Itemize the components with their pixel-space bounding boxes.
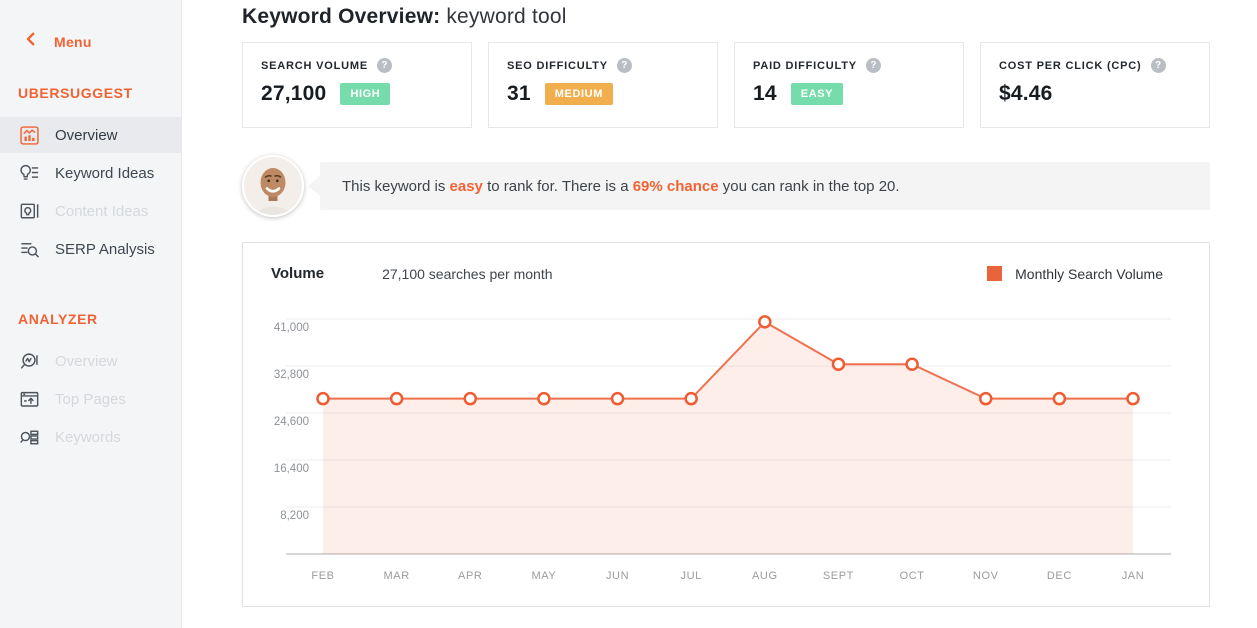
stat-cards: SEARCH VOLUME ? 27,100 HIGH SEO DIFFICUL… bbox=[242, 42, 1210, 128]
sidebar-item-label: SERP Analysis bbox=[55, 240, 155, 258]
card-search-volume: SEARCH VOLUME ? 27,100 HIGH bbox=[242, 42, 472, 128]
sidebar-item-serp-analysis[interactable]: SERP Analysis bbox=[0, 231, 181, 267]
advice-highlight-chance: 69% chance bbox=[632, 177, 719, 195]
svg-text:JUL: JUL bbox=[680, 570, 701, 582]
page-title-keyword: keyword tool bbox=[446, 5, 567, 28]
svg-text:APR: APR bbox=[458, 570, 482, 582]
overview-chart-icon bbox=[18, 124, 41, 147]
svg-text:32,800: 32,800 bbox=[274, 369, 309, 381]
advice-text: This keyword is easy to rank for. There … bbox=[342, 177, 900, 195]
sidebar-item-keyword-ideas[interactable]: Keyword Ideas bbox=[0, 155, 181, 191]
sidebar-item-label: Content Ideas bbox=[55, 202, 149, 220]
card-cost-per-click: COST PER CLICK (CPC) ? $4.46 bbox=[980, 42, 1210, 128]
sidebar: Menu UBERSUGGEST Overview Keyword Ide bbox=[0, 0, 182, 628]
svg-text:FEB: FEB bbox=[311, 570, 334, 582]
help-icon[interactable]: ? bbox=[865, 58, 881, 73]
page-title: Keyword Overview: keyword tool bbox=[242, 5, 1210, 29]
sidebar-item-top-pages: Top Pages bbox=[0, 381, 181, 417]
card-label: PAID DIFFICULTY bbox=[753, 59, 857, 72]
card-label: SEO DIFFICULTY bbox=[507, 59, 608, 72]
svg-text:NOV: NOV bbox=[973, 570, 999, 582]
advice-highlight-easy: easy bbox=[449, 177, 483, 195]
card-label: SEARCH VOLUME bbox=[261, 59, 368, 72]
legend-swatch bbox=[987, 266, 1003, 281]
keywords-icon bbox=[18, 426, 41, 449]
avatar bbox=[242, 155, 304, 217]
status-badge: EASY bbox=[790, 83, 844, 105]
sidebar-item-content-ideas: Content Ideas bbox=[0, 193, 181, 229]
svg-text:SEPT: SEPT bbox=[823, 570, 854, 582]
serp-analysis-icon bbox=[18, 238, 41, 261]
page-title-bold: Keyword Overview: bbox=[242, 5, 441, 28]
volume-chart-card: Volume 27,100 searches per month Monthly… bbox=[242, 242, 1210, 607]
section-title-ubersuggest: UBERSUGGEST bbox=[18, 85, 133, 101]
chart-legend: Monthly Search Volume bbox=[987, 266, 1163, 282]
status-badge: MEDIUM bbox=[544, 83, 613, 105]
content-ideas-icon bbox=[18, 200, 41, 223]
volume-subtitle: 27,100 searches per month bbox=[382, 265, 553, 282]
sidebar-item-overview[interactable]: Overview bbox=[0, 117, 181, 153]
help-icon[interactable]: ? bbox=[376, 58, 392, 73]
status-badge: HIGH bbox=[340, 83, 391, 105]
svg-text:AUG: AUG bbox=[752, 570, 778, 582]
help-icon[interactable]: ? bbox=[1150, 58, 1166, 73]
svg-text:OCT: OCT bbox=[900, 570, 925, 582]
help-icon[interactable]: ? bbox=[616, 58, 632, 73]
advice-bubble: This keyword is easy to rank for. There … bbox=[320, 162, 1210, 210]
sidebar-item-analyzer-overview: Overview bbox=[0, 343, 181, 379]
svg-text:8,200: 8,200 bbox=[280, 510, 309, 522]
legend-label: Monthly Search Volume bbox=[1015, 265, 1163, 282]
sidebar-item-label: Overview bbox=[55, 352, 118, 370]
sidebar-item-label: Top Pages bbox=[55, 390, 126, 408]
svg-text:MAR: MAR bbox=[384, 570, 410, 582]
avatar-image bbox=[242, 155, 304, 217]
section-title-analyzer: ANALYZER bbox=[18, 311, 98, 327]
main-content: Keyword Overview: keyword tool SEARCH VOL… bbox=[242, 0, 1210, 607]
card-paid-difficulty: PAID DIFFICULTY ? 14 EASY bbox=[734, 42, 964, 128]
card-seo-difficulty: SEO DIFFICULTY ? 31 MEDIUM bbox=[488, 42, 718, 128]
card-label: COST PER CLICK (CPC) bbox=[999, 59, 1142, 72]
card-value: 27,100 bbox=[261, 82, 327, 105]
keyword-ideas-icon bbox=[18, 162, 41, 185]
svg-text:24,600: 24,600 bbox=[274, 416, 309, 428]
chevron-left-icon[interactable] bbox=[22, 30, 40, 53]
sidebar-item-label: Keyword Ideas bbox=[55, 164, 155, 182]
svg-text:DEC: DEC bbox=[1047, 570, 1072, 582]
advice-banner: This keyword is easy to rank for. There … bbox=[242, 155, 1210, 217]
svg-text:41,000: 41,000 bbox=[274, 322, 309, 334]
card-value: 14 bbox=[753, 82, 777, 105]
sidebar-item-label: Keywords bbox=[55, 428, 121, 446]
menu-back[interactable]: Menu bbox=[0, 30, 181, 53]
card-value: 31 bbox=[507, 82, 531, 105]
menu-label[interactable]: Menu bbox=[54, 33, 92, 50]
sidebar-item-keywords: Keywords bbox=[0, 419, 181, 455]
volume-label: Volume bbox=[271, 265, 325, 282]
sidebar-item-label: Overview bbox=[55, 126, 118, 144]
chart-header: Volume 27,100 searches per month Monthly… bbox=[243, 243, 1209, 282]
card-value: $4.46 bbox=[999, 82, 1053, 105]
svg-text:JUN: JUN bbox=[606, 570, 629, 582]
analyzer-overview-icon bbox=[18, 350, 41, 373]
svg-text:MAY: MAY bbox=[531, 570, 556, 582]
top-pages-icon bbox=[18, 388, 41, 411]
svg-text:JAN: JAN bbox=[1122, 570, 1145, 582]
svg-text:16,400: 16,400 bbox=[274, 463, 309, 475]
volume-line-chart: 8,200 16,400 24,600 32,800 41,000 FEB MAR APR MA… bbox=[274, 315, 1171, 582]
